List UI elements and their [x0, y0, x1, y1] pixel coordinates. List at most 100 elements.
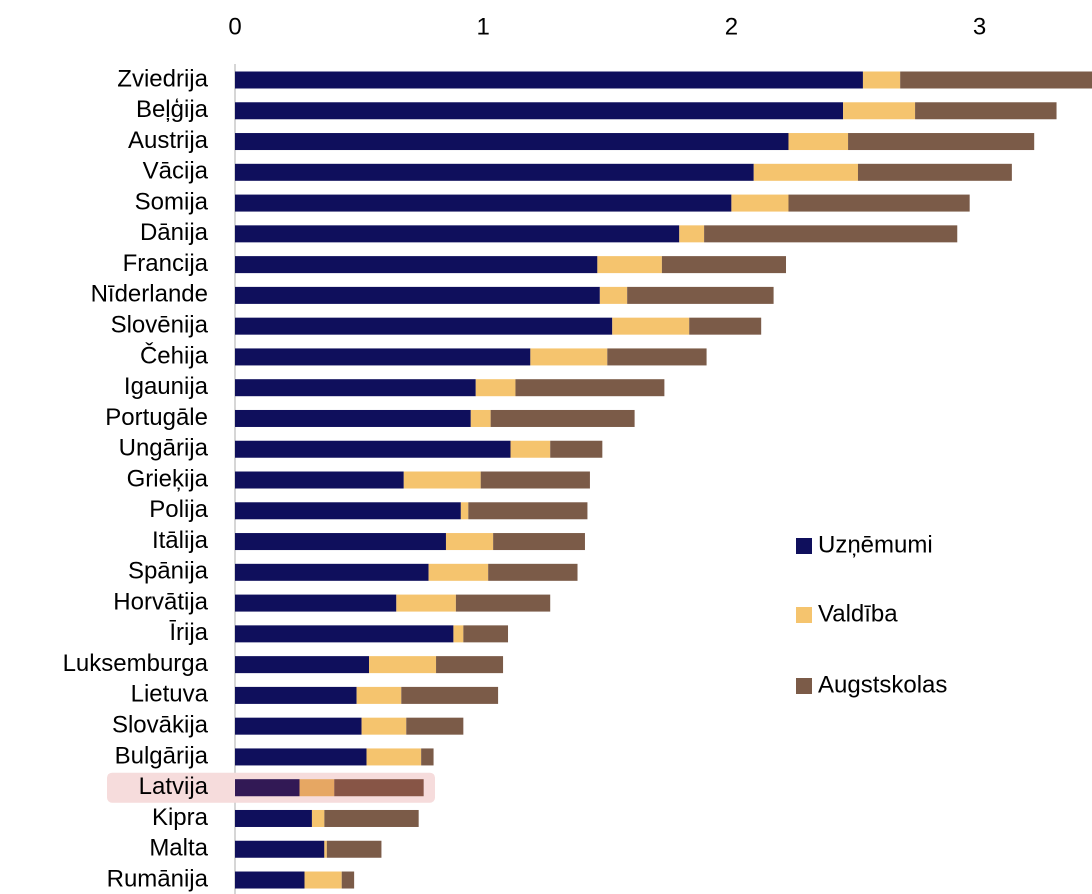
bar-segment [453, 625, 464, 643]
y-tick-label: Bulgārija [115, 742, 209, 769]
bar-segment [689, 317, 762, 335]
bar-segment [788, 133, 849, 151]
bar-segment [334, 779, 424, 797]
bar-segment [862, 71, 901, 89]
y-tick-label: Francija [123, 250, 209, 277]
bar-segment [510, 440, 551, 458]
bar-segment [235, 502, 461, 520]
bar-segment [493, 533, 585, 551]
y-tick-label: Lietuva [131, 681, 209, 708]
bar-segment [235, 379, 476, 397]
bar-segment [704, 225, 958, 243]
bar-segment [915, 102, 1057, 120]
y-tick-label: Grieķija [127, 465, 209, 492]
legend-label: Valdība [818, 600, 898, 627]
y-tick-label: Beļģija [136, 96, 209, 123]
y-tick-label: Nīderlande [91, 281, 208, 308]
bar-segment [401, 686, 499, 704]
bar-segment [235, 348, 531, 366]
legend-swatch [796, 538, 812, 554]
bar-segment [421, 748, 434, 766]
bar-segment [235, 809, 312, 827]
y-tick-label: Portugāle [105, 404, 208, 431]
y-tick-label: Itālija [152, 527, 209, 554]
bar-segment [445, 533, 494, 551]
bar-segment [475, 379, 516, 397]
bar-segment [848, 133, 1035, 151]
y-tick-label: Austrija [128, 127, 209, 154]
highlight-tint [235, 779, 424, 797]
x-tick-label: 3 [973, 13, 986, 40]
bar-segment [900, 71, 1092, 89]
bar-segment [235, 163, 754, 181]
y-tick-label: Latvija [139, 773, 209, 800]
bar-segment [366, 748, 422, 766]
bar-segment [488, 563, 578, 581]
bar-segment [356, 686, 402, 704]
bar-segment [361, 717, 407, 735]
bar-segment [406, 717, 464, 735]
bar-segment [235, 71, 863, 89]
bar-segment [369, 656, 437, 674]
bar-segment [455, 594, 551, 612]
bar-segment [731, 194, 789, 212]
bar-segment [843, 102, 916, 120]
y-tick-label: Malta [149, 835, 208, 862]
bar-segment [436, 656, 504, 674]
bar-segment [679, 225, 705, 243]
y-tick-label: Kipra [152, 804, 209, 831]
y-tick-label: Ungārija [119, 435, 209, 462]
bar-segment [311, 809, 325, 827]
bar-segment [235, 440, 511, 458]
y-tick-label: Slovēnija [111, 312, 209, 339]
x-tick-label: 1 [477, 13, 490, 40]
bar-segment [235, 748, 367, 766]
bar-segment [490, 409, 635, 427]
bar-segment [235, 133, 789, 151]
bar-segment [235, 871, 305, 889]
bar-segment [235, 779, 300, 797]
bar-segment [235, 471, 404, 489]
bar-segment [235, 625, 454, 643]
bar-segment [235, 717, 362, 735]
bar-segment [468, 502, 588, 520]
bar-segment [235, 409, 471, 427]
y-tick-label: Horvātija [113, 588, 208, 615]
bar-segment [235, 594, 397, 612]
y-tick-label: Igaunija [124, 373, 209, 400]
bar-segment [661, 256, 787, 274]
x-tick-label: 0 [228, 13, 241, 40]
bar-segment [460, 502, 469, 520]
bar-segment [515, 379, 665, 397]
bar-segment [326, 840, 382, 858]
y-tick-label: Zviedrija [117, 65, 208, 92]
bar-segment [480, 471, 590, 489]
bar-segment [324, 840, 327, 858]
legend-label: Augstskolas [818, 671, 947, 698]
bar-segment [235, 686, 357, 704]
bar-segment [299, 779, 335, 797]
y-tick-label: Polija [149, 496, 208, 523]
y-tick-label: Spānija [128, 558, 209, 585]
y-tick-label: Čehija [140, 341, 209, 369]
bar-segment [612, 317, 690, 335]
bar-segment [428, 563, 489, 581]
y-tick-label: Dānija [140, 219, 209, 246]
bar-segment [857, 163, 1012, 181]
bar-segment [470, 409, 491, 427]
bar-segment [235, 286, 600, 304]
bar-segment [235, 563, 429, 581]
bar-segment [235, 840, 325, 858]
bar-segment [627, 286, 774, 304]
bar-segment [403, 471, 481, 489]
bar-segment [235, 225, 680, 243]
legend-swatch [796, 678, 812, 694]
bar-segment [304, 871, 342, 889]
y-tick-label: Rumānija [107, 865, 209, 892]
y-tick-label: Slovākija [112, 712, 209, 739]
bar-segment [597, 256, 662, 274]
bar-segment [753, 163, 858, 181]
y-tick-label: Īrija [169, 619, 208, 646]
bar-segment [324, 809, 419, 827]
